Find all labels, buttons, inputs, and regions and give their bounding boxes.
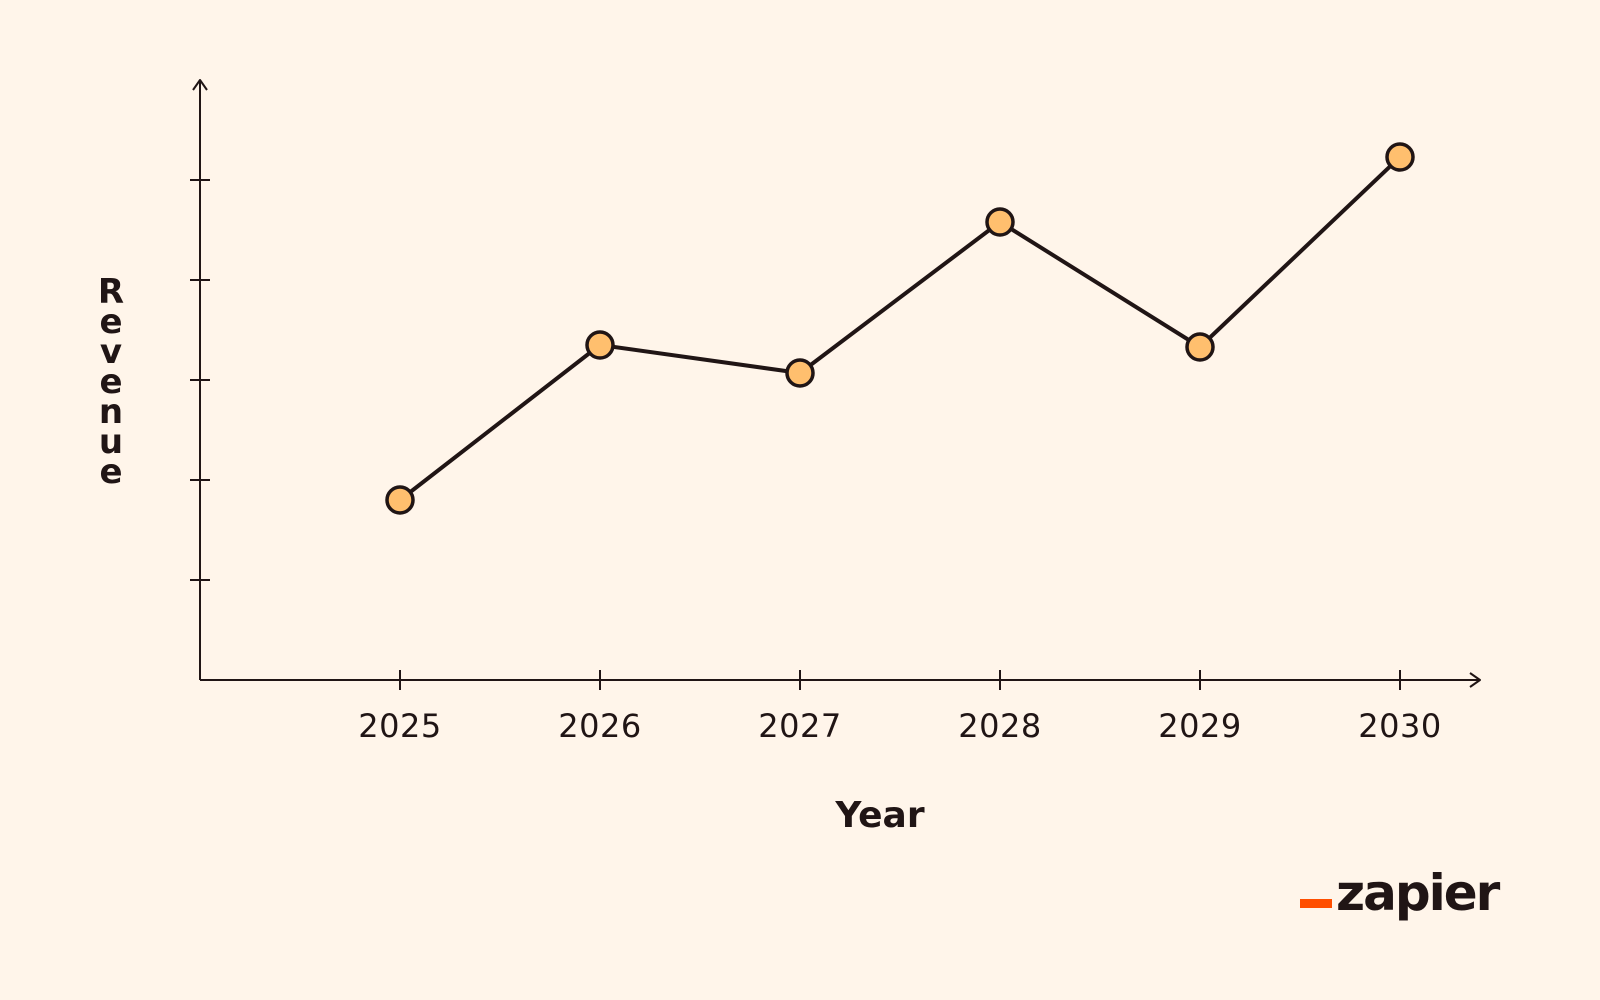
logo-underscore-mark (1300, 899, 1332, 908)
x-axis-title: Year (834, 795, 924, 836)
x-tick-label: 2027 (758, 707, 841, 745)
data-point (1185, 332, 1215, 362)
y-axis-title-letter: e (99, 452, 122, 492)
x-tick-label: 2030 (1358, 707, 1441, 745)
y-axis-title-letter: v (100, 332, 122, 372)
x-tick-label: 2026 (558, 707, 641, 745)
y-axis-title-letter: R (98, 272, 124, 312)
y-axis-title-letter: n (99, 392, 123, 432)
y-axis-title-letter: e (99, 362, 122, 402)
chart-axes (192, 79, 1481, 688)
x-axis-arrow (1469, 672, 1481, 688)
data-point (385, 485, 415, 515)
y-axis-title-letter: u (99, 422, 123, 462)
x-tick-label: 2029 (1158, 707, 1241, 745)
y-axis-ticks (190, 179, 210, 581)
series-line (398, 155, 1402, 502)
data-point (1385, 142, 1415, 172)
x-tick-label: 2028 (958, 707, 1041, 745)
data-point (985, 207, 1015, 237)
points-layer (385, 142, 1415, 515)
zapier-logo: zapier (1300, 858, 1500, 922)
x-tick-label: 2025 (358, 707, 441, 745)
logo-wordmark: zapier (1336, 864, 1500, 922)
x-axis-ticks: 2025 2026 2027 2028 2029 2030 (358, 670, 1441, 745)
series-layer (398, 155, 1402, 502)
data-point (785, 358, 815, 388)
y-axis-arrow (192, 79, 208, 91)
data-point (585, 330, 615, 360)
y-axis-title-letter: e (99, 302, 122, 342)
